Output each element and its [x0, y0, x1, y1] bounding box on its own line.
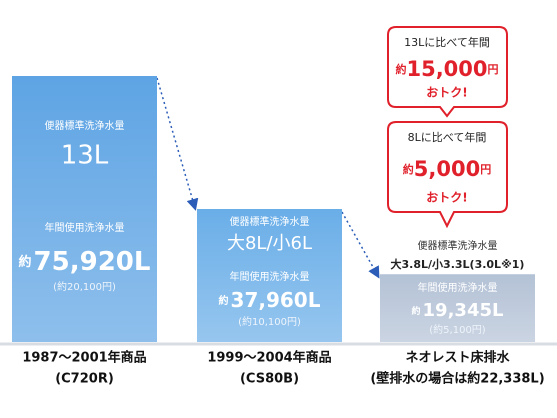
- category-sublabel: (壁排水の場合は約22,338L): [370, 371, 544, 387]
- yen-label: (約5,100円): [429, 323, 486, 336]
- unit: 円: [488, 63, 499, 76]
- flush-label: 便器標準洗浄水量: [230, 215, 310, 228]
- value-label: 19,345L: [423, 300, 504, 321]
- annual-label: 年間使用洗浄水量: [230, 270, 310, 283]
- callout-line2: おトク!: [426, 191, 467, 205]
- annual-value: 約 19,345L: [412, 300, 504, 321]
- value-label: 75,920L: [34, 247, 151, 277]
- approx-prefix: 約: [403, 162, 414, 176]
- flush-volume: 大3.8L/小3.3L(3.0L※1): [391, 257, 525, 271]
- callout-line2: おトク!: [426, 86, 467, 100]
- annual-label: 年間使用洗浄水量: [418, 281, 498, 294]
- approx-prefix: 約: [412, 305, 421, 317]
- bar-shade: [197, 209, 342, 342]
- flush-label: 便器標準洗浄水量: [45, 119, 125, 132]
- callout-amount: 約15,000円: [395, 57, 498, 81]
- callout-amount: 約5,000円: [403, 157, 491, 181]
- annual-label: 年間使用洗浄水量: [45, 221, 125, 234]
- callout-line1: 13Lに比べて年間: [404, 35, 490, 49]
- flush-volume: 大8L/小6L: [227, 233, 312, 254]
- annual-value: 約 37,960L: [219, 288, 321, 312]
- approx-prefix: 約: [395, 62, 406, 76]
- category-label: 1987～2001年商品: [22, 350, 146, 366]
- category-sublabel: (CS80B): [240, 372, 299, 387]
- category-label: 1999～2004年商品: [207, 350, 331, 366]
- bar-shade: [12, 76, 157, 342]
- category-label: ネオレスト床排水: [405, 350, 510, 366]
- amount: 15,000: [406, 57, 487, 81]
- bar-shade: [380, 274, 535, 342]
- category-sublabel: (C720R): [55, 372, 114, 387]
- approx-prefix: 約: [19, 254, 32, 270]
- callout-line1: 8Lに比べて年間: [408, 130, 487, 144]
- flush-volume: 13L: [61, 141, 109, 171]
- annual-value: 約75,920L: [19, 247, 151, 277]
- value-label: 37,960L: [231, 288, 321, 312]
- flush-label: 便器標準洗浄水量: [418, 239, 498, 252]
- yen-label: (約20,100円): [53, 280, 116, 293]
- arrow: [341, 211, 380, 279]
- approx-prefix: 約: [219, 294, 229, 307]
- yen-label: (約10,100円): [238, 315, 301, 328]
- arrow: [156, 77, 199, 211]
- amount: 5,000: [414, 157, 480, 181]
- callout-box: [387, 26, 508, 118]
- callout-box: [387, 121, 508, 229]
- unit: 円: [480, 163, 491, 176]
